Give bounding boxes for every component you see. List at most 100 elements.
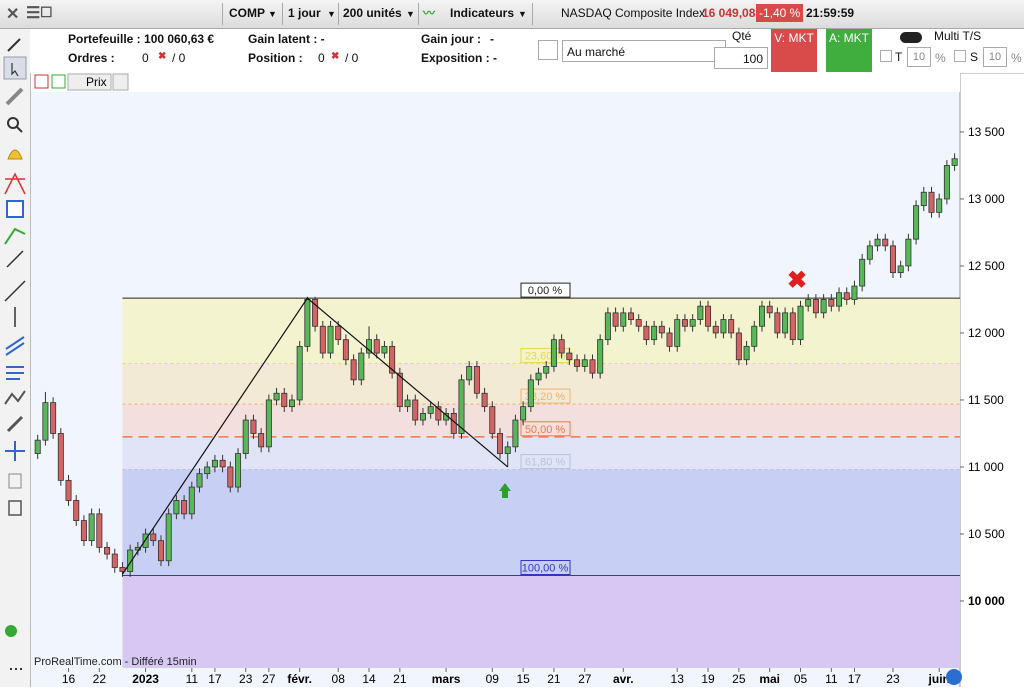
candle-body <box>458 379 465 434</box>
separator <box>418 3 419 25</box>
candle-body <box>134 546 141 551</box>
candle-body <box>296 345 303 401</box>
objects-tool[interactable] <box>5 625 17 637</box>
delete-tool[interactable] <box>8 500 22 516</box>
orders-label: Ordres : <box>68 51 115 65</box>
ruler-tool[interactable] <box>5 87 24 106</box>
dropdown[interactable]: ▼ <box>268 9 277 19</box>
x-tick-label: 08 <box>332 672 346 686</box>
symbol[interactable]: COMP <box>229 6 265 20</box>
cursor-tool[interactable] <box>3 56 27 80</box>
candle-body <box>658 325 665 334</box>
candle-body <box>581 359 588 367</box>
copy-tool[interactable] <box>8 473 22 489</box>
candle-body <box>258 433 265 448</box>
x-tick-label: 27 <box>578 672 592 686</box>
candle-body <box>80 520 87 542</box>
fib-label-box <box>520 454 571 470</box>
text-tool[interactable] <box>6 200 24 218</box>
y-axis-area <box>960 74 1024 687</box>
y-tick-label: 12 000 <box>968 326 1005 340</box>
s-value[interactable]: 10 <box>983 47 1007 67</box>
trend-tool[interactable] <box>4 227 26 245</box>
indicators[interactable]: Indicateurs <box>450 6 515 20</box>
price-tab[interactable] <box>67 73 112 91</box>
candle-body <box>288 399 295 408</box>
candle-body <box>913 205 920 240</box>
cancel-icon[interactable]: ✖ <box>331 51 340 62</box>
candle-body <box>812 299 819 314</box>
candle-body <box>751 325 758 347</box>
period[interactable]: 1 jour <box>288 6 321 20</box>
candle-body <box>188 486 195 515</box>
candle-body <box>419 412 426 421</box>
candle-body <box>150 533 157 542</box>
t-value[interactable]: 10 <box>907 47 931 67</box>
tool-button[interactable] <box>538 40 558 60</box>
candle-body <box>766 305 773 314</box>
move-tool[interactable] <box>5 441 25 461</box>
add-button[interactable] <box>34 74 49 89</box>
list-button[interactable] <box>112 73 129 91</box>
candle-body <box>874 238 881 247</box>
scroll-button[interactable] <box>946 669 962 685</box>
candle-body <box>265 399 272 448</box>
drawing-toolbar <box>0 29 31 687</box>
x-tick-label: 23 <box>886 672 900 686</box>
candle-body <box>327 325 334 354</box>
segment-tool[interactable] <box>4 280 26 302</box>
dropdown[interactable]: ▼ <box>327 9 336 19</box>
tool-icons <box>3 38 27 670</box>
x-tick-label: 2023 <box>132 672 159 686</box>
candle-body <box>65 479 72 501</box>
close-icon[interactable]: ✕ <box>6 6 20 23</box>
candle-body <box>34 439 41 454</box>
levels-tool[interactable] <box>6 366 24 380</box>
units[interactable]: 200 unités <box>343 6 402 20</box>
fib-label-box <box>520 560 571 576</box>
x-tick-label: 05 <box>794 672 808 686</box>
candle-body <box>743 345 750 361</box>
candle-body <box>366 339 373 354</box>
settings-tool[interactable] <box>6 415 24 433</box>
y-tick-label: 10 000 <box>968 594 1005 608</box>
x-tick-label: 17 <box>848 672 862 686</box>
buy-button[interactable]: A: MKT <box>826 29 872 72</box>
fib-tool[interactable] <box>4 172 26 195</box>
checkbox[interactable] <box>954 50 966 62</box>
qty-label: Qté <box>732 29 752 43</box>
x-tick-label: 17 <box>208 672 222 686</box>
x-tick-label: 09 <box>486 672 500 686</box>
window-icon[interactable]: ☐ <box>40 4 53 20</box>
zoom-tool[interactable] <box>7 117 19 129</box>
menu-icon[interactable]: ☰ <box>26 5 41 22</box>
fib-label-box <box>520 282 571 298</box>
toggle[interactable] <box>900 32 922 43</box>
channel-tool[interactable] <box>5 336 25 356</box>
indicator-icon[interactable]: 〰 <box>423 6 436 20</box>
sell-button[interactable]: V: MKT <box>771 29 817 72</box>
candle-body <box>73 500 80 521</box>
line-tool[interactable] <box>6 250 24 268</box>
candle-body <box>504 446 511 454</box>
fib-label-box <box>520 421 571 437</box>
pattern-tool[interactable] <box>4 390 26 405</box>
checkbox[interactable] <box>880 50 892 62</box>
fib-label-box <box>520 388 571 404</box>
dropdown[interactable]: ▼ <box>518 9 527 19</box>
qty-input[interactable]: 100 <box>714 47 768 69</box>
portfolio: Portefeuille : 100 060,63 € <box>68 32 215 46</box>
candle-body <box>281 392 288 408</box>
pencil-tool[interactable] <box>7 38 21 52</box>
candle-body <box>951 158 958 166</box>
cancel-icon[interactable]: ✖ <box>158 51 167 62</box>
dropdown[interactable]: ▼ <box>406 9 415 19</box>
candle-body <box>720 319 727 334</box>
candle-body <box>173 500 180 515</box>
alert-tool[interactable] <box>7 149 23 160</box>
order-type[interactable]: Au marché <box>562 40 726 62</box>
candle-body <box>342 339 349 361</box>
position-total: / 0 <box>345 51 359 65</box>
candle-body <box>666 332 673 347</box>
up-button[interactable] <box>51 74 66 89</box>
